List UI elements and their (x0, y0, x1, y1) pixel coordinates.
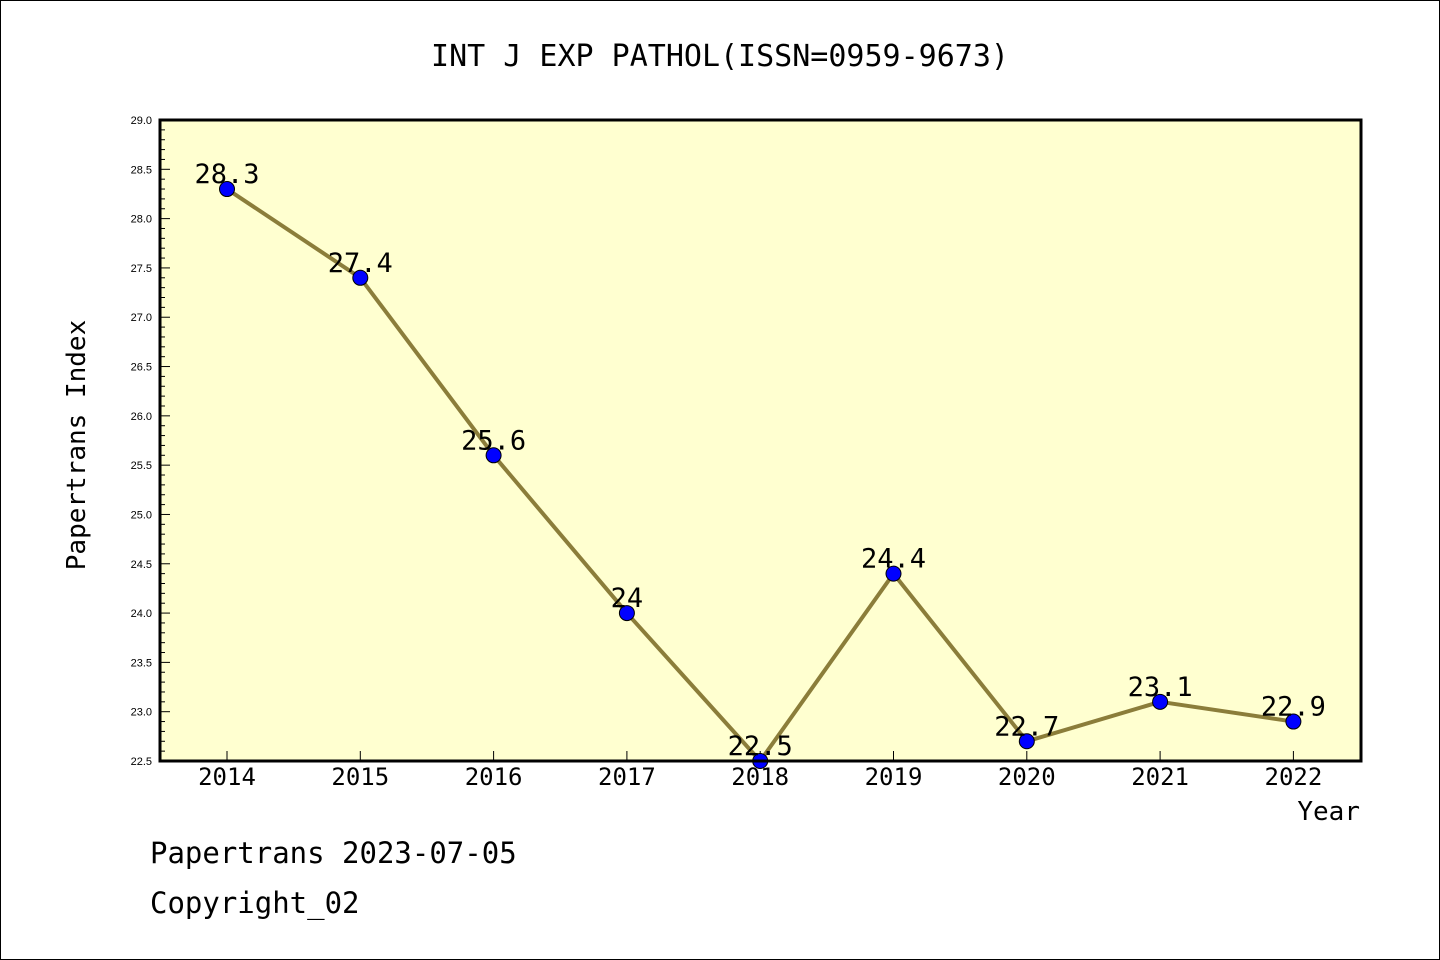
y-tick-label: 26.5 (131, 362, 152, 374)
y-tick-label: 27.5 (131, 263, 152, 275)
chart-title: INT J EXP PATHOL(ISSN=0959-9673) (431, 39, 1009, 74)
y-axis-tick-labels: 22.5 23.0 23.5 24.0 24.5 25.0 25.5 26.0 26.5 27.0… (131, 115, 152, 768)
data-point (1152, 693, 1169, 710)
y-tick-label: 25.5 (131, 460, 152, 472)
y-tick-label: 27.0 (131, 312, 152, 324)
footer-copyright: Copyright_02 (150, 886, 360, 920)
x-tick-label: 2019 (865, 763, 923, 791)
x-axis-tick-labels: 2014 2015 2016 2017 2018 2019 2020 2021 2022 (198, 763, 1322, 791)
x-tick-label: 2017 (598, 763, 656, 791)
data-label: 24 (611, 583, 644, 614)
plot-border (158, 118, 1363, 763)
x-tick-label: 2015 (331, 763, 389, 791)
data-label: 22.7 (994, 711, 1059, 742)
series-layer: 28.3 27.4 25.6 24 22.5 24.4 22.7 23.1 22.9 (194, 159, 1326, 769)
data-label: 24.4 (861, 544, 926, 575)
y-tick-label: 29.0 (131, 115, 152, 127)
y-axis-label: Papertrans Index (62, 320, 92, 570)
y-tick-label: 24.5 (131, 559, 152, 571)
y-tick-label: 23.0 (131, 707, 152, 719)
data-point (1285, 713, 1302, 730)
data-label: 28.3 (194, 159, 259, 190)
data-point (618, 605, 635, 622)
y-tick-label: 28.0 (131, 214, 152, 226)
data-label: 22.5 (728, 731, 793, 762)
footer-date: Papertrans 2023-07-05 (150, 836, 517, 870)
data-point (1018, 733, 1035, 750)
x-tick-label: 2021 (1131, 763, 1189, 791)
data-point (885, 565, 902, 582)
y-tick-label: 24.0 (131, 608, 152, 620)
data-point (219, 181, 235, 198)
x-tick-label: 2020 (998, 763, 1056, 791)
data-label: 22.9 (1261, 692, 1326, 723)
y-tick-label: 23.5 (131, 657, 152, 669)
plot-area (160, 120, 1361, 761)
data-label: 23.1 (1128, 672, 1193, 703)
data-label: 27.4 (328, 248, 393, 279)
x-tick-label: 2016 (465, 763, 523, 791)
data-label: 25.6 (461, 425, 526, 456)
y-tick-label: 22.5 (131, 756, 152, 768)
data-point (485, 447, 502, 464)
y-tick-label: 28.5 (131, 164, 152, 176)
data-point (352, 269, 369, 286)
x-axis-label: Year (1297, 797, 1360, 827)
x-tick-label: 2022 (1265, 763, 1323, 791)
y-tick-label: 25.0 (131, 509, 152, 521)
y-tick-label: 26.0 (131, 411, 152, 423)
x-tick-label: 2014 (198, 763, 256, 791)
